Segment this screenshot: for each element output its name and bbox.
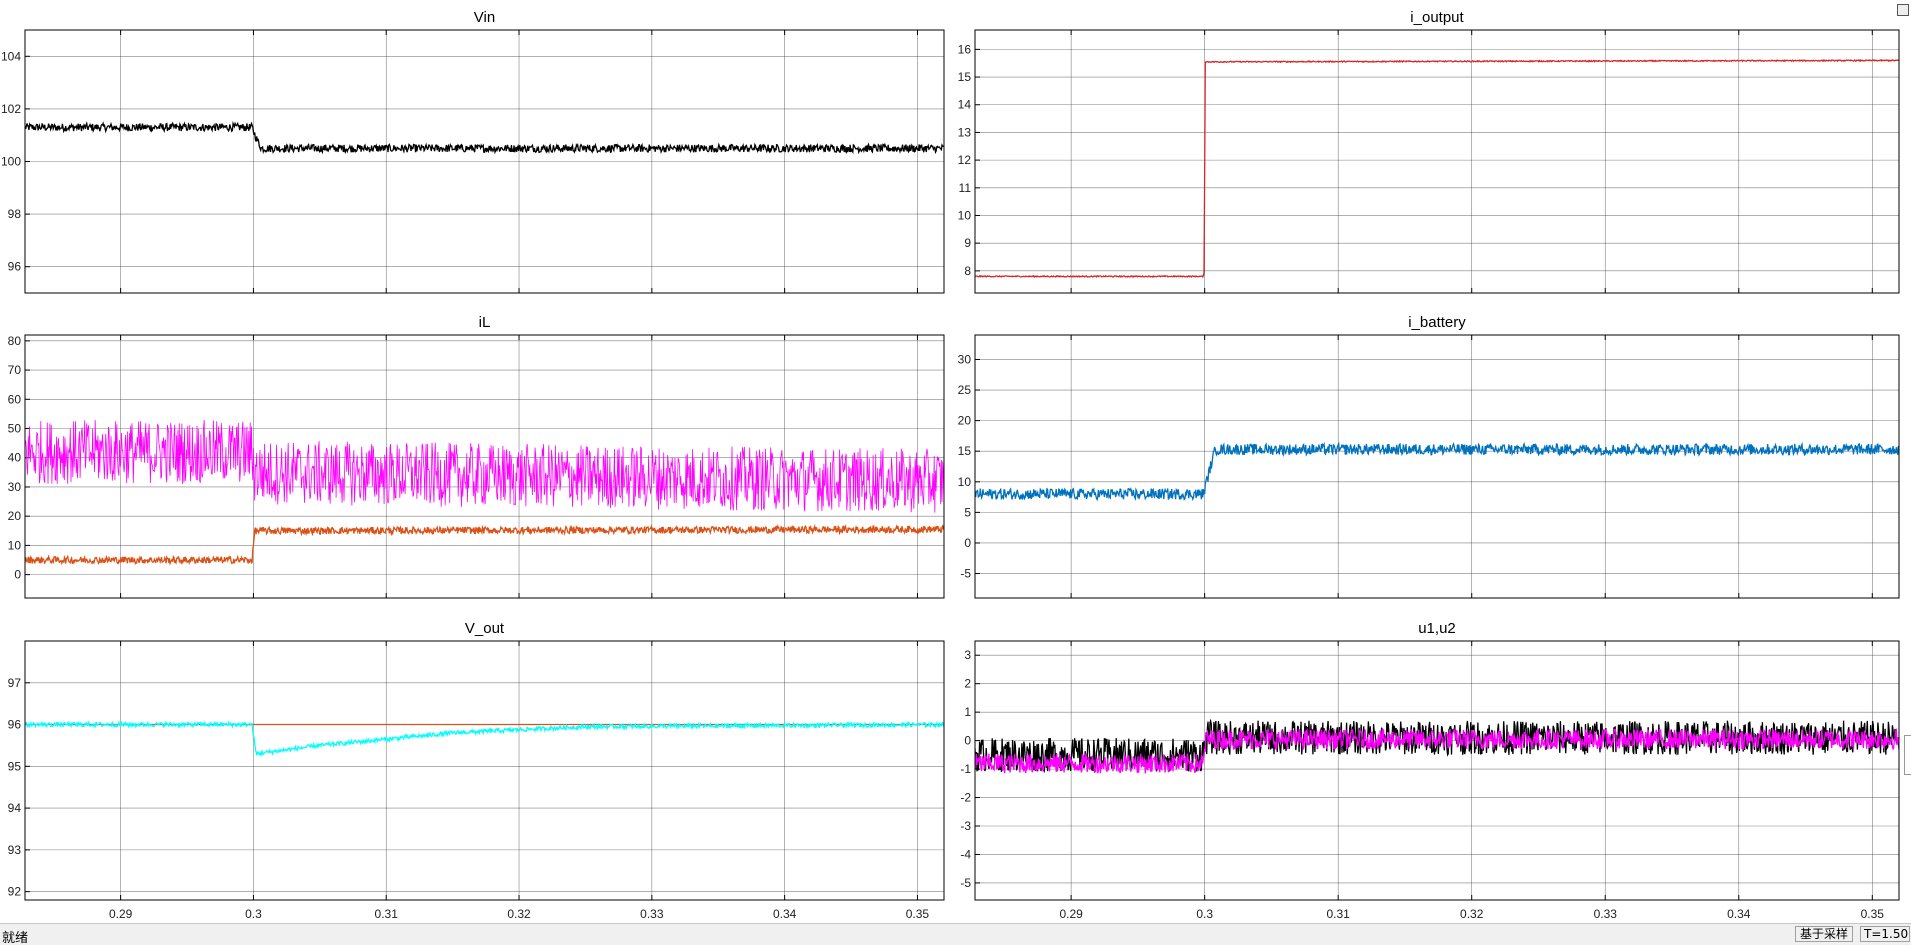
panel-title: i_output (1410, 9, 1464, 26)
panel-title: iL (479, 314, 491, 331)
y-tick-label: 1 (964, 705, 971, 719)
sample-mode-indicator[interactable]: 基于采样 (1795, 926, 1854, 942)
scope-panel-3: iL 0 10 20 30 40 50 60 70 80 (8, 314, 945, 599)
x-tick-label: 0.29 (109, 907, 133, 921)
x-tick-label: 0.3 (1196, 907, 1213, 921)
y-tick-label: 25 (958, 383, 972, 397)
panel-title: Vin (474, 9, 495, 26)
y-tick-label: 0 (964, 536, 971, 550)
y-tick-label: 104 (1, 49, 21, 63)
y-tick-label: 30 (8, 480, 22, 494)
y-tick-label: 0 (14, 568, 21, 582)
y-tick-label: 96 (8, 718, 22, 732)
x-tick-label: 0.32 (1460, 907, 1484, 921)
y-tick-label: 20 (8, 509, 22, 523)
series-line-v_out (25, 720, 944, 758)
y-tick-label: 30 (958, 352, 972, 366)
x-tick-label: 0.3 (245, 907, 262, 921)
y-tick-label: 14 (958, 98, 972, 112)
series-line-i_battery (975, 441, 1899, 502)
x-tick-label: 0.34 (773, 907, 797, 921)
plot-area (975, 30, 1899, 293)
series-line-u2 (975, 727, 1899, 774)
series-line-i_output (975, 58, 1899, 278)
x-tick-label: 0.31 (375, 907, 399, 921)
y-tick-label: 50 (8, 422, 22, 436)
y-tick-label: -1 (960, 762, 971, 776)
y-tick-label: 96 (8, 260, 22, 274)
y-tick-label: 15 (958, 70, 972, 84)
y-tick-label: 98 (8, 207, 22, 221)
y-tick-label: -2 (960, 791, 971, 805)
y-tick-label: 40 (8, 451, 22, 465)
scope-figure: Vin9698100102104i_output8910111213141516… (1, 9, 1900, 921)
series-line-vin (25, 120, 944, 155)
y-tick-label: 70 (8, 363, 22, 377)
y-tick-label: 12 (958, 153, 972, 167)
x-tick-label: 0.31 (1327, 907, 1351, 921)
y-tick-label: 10 (8, 538, 22, 552)
x-tick-label: 0.29 (1059, 907, 1083, 921)
panel-title: i_battery (1408, 314, 1466, 331)
sim-time-indicator: T=1.500 (1860, 926, 1910, 942)
y-tick-label: 11 (959, 181, 972, 195)
plot-area (975, 335, 1899, 598)
y-tick-label: -5 (960, 567, 971, 581)
y-tick-label: -5 (960, 876, 971, 890)
y-tick-label: 95 (8, 759, 22, 773)
axes-frame (974, 640, 1900, 901)
y-tick-label: 8 (964, 264, 971, 278)
x-tick-label: 0.34 (1727, 907, 1751, 921)
panel-title: V_out (465, 620, 505, 637)
y-tick-label: 94 (8, 801, 22, 815)
x-tick-label: 0.33 (640, 907, 664, 921)
panel-title: u1,u2 (1418, 620, 1456, 637)
axes-frame (974, 334, 1900, 599)
y-tick-label: 92 (8, 885, 22, 899)
x-tick-label: 0.33 (1594, 907, 1618, 921)
y-tick-label: 16 (958, 42, 972, 56)
scope-panel-6: u1,u2 0.29 0.3 0.31 0.32 0.33 0.34 0.35 -5 -4 -3 -2… (960, 620, 1900, 921)
scope-panel-5: V_out 0.29 0.3 0.31 0.32 0.33 0.34 0.35 92 93 94 95… (8, 620, 945, 921)
y-tick-label: 9 (964, 236, 971, 250)
y-tick-label: 80 (8, 334, 22, 348)
scope-panel-4: i_battery -5 0 5 10 15 20 25 30 (958, 314, 1900, 599)
status-ready-text: 就绪 (2, 931, 29, 946)
y-tick-label: -3 (960, 819, 971, 833)
y-tick-label: 2 (964, 677, 971, 691)
y-tick-label: 97 (8, 676, 22, 690)
series-line-il_ref (25, 523, 944, 566)
plot-area (25, 641, 944, 900)
y-tick-label: 10 (958, 475, 972, 489)
undock-icon[interactable] (1897, 4, 1909, 16)
y-tick-label: 13 (958, 125, 972, 139)
y-tick-label: 3 (964, 648, 971, 662)
y-tick-label: 10 (958, 208, 972, 222)
y-tick-label: 15 (958, 444, 972, 458)
scope-panel-1: Vin 96 98 100 102 104 (1, 9, 945, 294)
axes-frame (24, 640, 945, 901)
y-tick-label: 93 (8, 843, 22, 857)
y-tick-label: 5 (964, 505, 971, 519)
y-tick-label: 100 (1, 155, 21, 169)
legend-tab[interactable] (1904, 735, 1911, 775)
y-tick-label: 20 (958, 414, 972, 428)
y-tick-label: 102 (1, 102, 21, 116)
status-bar: 就绪 基于采样 T=1.500 (0, 923, 1911, 946)
axes-frame (974, 29, 1900, 294)
y-tick-label: 60 (8, 392, 22, 406)
scope-panel-2: i_output 8 9 10 11 12 13 14 15 16 (958, 9, 1900, 294)
y-tick-label: -4 (960, 847, 971, 861)
axes-frame (24, 334, 945, 599)
y-tick-label: 0 (964, 734, 971, 748)
axes-frame (24, 29, 945, 294)
x-tick-label: 0.32 (507, 907, 531, 921)
plot-area (975, 641, 1899, 900)
x-tick-label: 0.35 (906, 907, 930, 921)
series-line-il_main (25, 419, 944, 513)
plot-area (25, 335, 944, 598)
x-tick-label: 0.35 (1861, 907, 1885, 921)
